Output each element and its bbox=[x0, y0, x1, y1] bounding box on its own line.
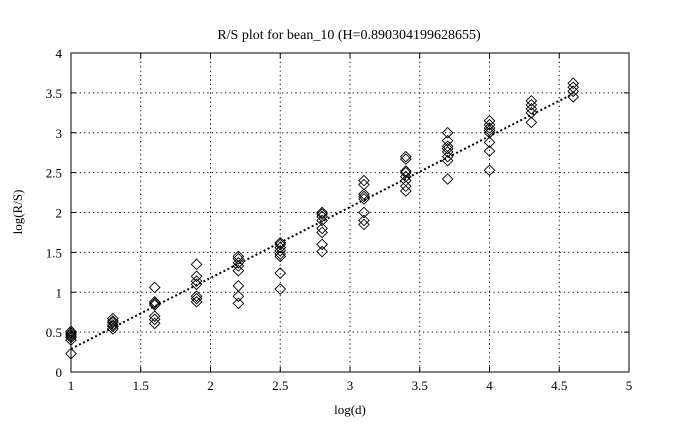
data-point bbox=[148, 281, 161, 294]
x-tick-label: 4 bbox=[486, 378, 493, 393]
data-point bbox=[274, 236, 287, 249]
data-point bbox=[148, 317, 161, 330]
fit-line-path bbox=[70, 92, 574, 350]
data-point bbox=[358, 178, 370, 191]
data-point bbox=[232, 297, 245, 310]
data-point bbox=[483, 145, 496, 157]
y-tick-label: 1 bbox=[56, 285, 63, 300]
chart-title: R/S plot for bean_10 (H=0.89030419962865… bbox=[217, 28, 481, 43]
y-tick-label: 0.5 bbox=[46, 325, 62, 340]
data-point bbox=[316, 238, 328, 251]
data-point bbox=[190, 270, 203, 283]
data-point bbox=[525, 106, 538, 119]
data-point bbox=[441, 126, 454, 139]
x-tick-label: 4.5 bbox=[551, 378, 567, 393]
x-axis-label: log(d) bbox=[334, 402, 366, 417]
x-tick-label: 1 bbox=[68, 378, 75, 393]
data-point bbox=[107, 312, 119, 325]
data-point bbox=[358, 190, 370, 203]
data-point bbox=[65, 325, 77, 338]
data-point bbox=[441, 134, 454, 147]
y-tick-label: 1.5 bbox=[46, 245, 62, 260]
data-point bbox=[399, 165, 412, 177]
data-point bbox=[567, 77, 580, 90]
data-point bbox=[274, 238, 287, 251]
data-point bbox=[483, 124, 496, 137]
data-point bbox=[107, 315, 119, 327]
data-point bbox=[399, 180, 412, 193]
data-point bbox=[441, 173, 454, 185]
data-point bbox=[399, 185, 412, 197]
data-point bbox=[190, 292, 203, 305]
data-point bbox=[441, 142, 454, 155]
grid bbox=[71, 53, 629, 372]
data-point bbox=[65, 347, 77, 360]
data-point bbox=[190, 258, 203, 271]
data-point bbox=[483, 164, 496, 177]
data-point bbox=[358, 193, 370, 205]
y-tick-label: 2 bbox=[56, 206, 63, 221]
x-tick-label: 3.5 bbox=[412, 378, 428, 393]
data-point bbox=[399, 153, 412, 165]
data-point bbox=[274, 250, 287, 263]
data-point bbox=[316, 245, 328, 258]
data-point bbox=[148, 310, 161, 323]
axis-ticks: 1 1.5 2 2.5 3 3.5 4 4.5 5 0 0.5 1 1.5 2 2.5 3 3.5 4 bbox=[46, 46, 633, 393]
data-point bbox=[483, 114, 496, 127]
data-point bbox=[358, 174, 370, 187]
data-point bbox=[358, 188, 370, 200]
data-point bbox=[232, 250, 245, 263]
x-tick-label: 3 bbox=[347, 378, 354, 393]
y-tick-label: 3.5 bbox=[46, 86, 62, 101]
data-point bbox=[358, 214, 370, 227]
data-point bbox=[148, 297, 161, 310]
data-points bbox=[65, 77, 580, 360]
data-point bbox=[483, 126, 496, 139]
x-tick-label: 2 bbox=[207, 378, 214, 393]
x-tick-label: 2.5 bbox=[272, 378, 288, 393]
data-point bbox=[567, 91, 580, 103]
data-point bbox=[148, 313, 161, 326]
x-tick-label: 1.5 bbox=[133, 378, 149, 393]
data-point bbox=[525, 116, 538, 129]
data-point bbox=[316, 206, 328, 219]
data-point bbox=[441, 150, 454, 163]
data-point bbox=[190, 290, 203, 303]
data-point bbox=[483, 136, 496, 149]
data-point bbox=[316, 222, 328, 235]
data-point bbox=[190, 275, 203, 287]
data-point bbox=[232, 256, 245, 269]
data-point bbox=[274, 267, 287, 279]
fit-line bbox=[70, 92, 574, 350]
data-point bbox=[274, 283, 287, 295]
data-point bbox=[232, 264, 245, 277]
y-tick-label: 4 bbox=[56, 46, 63, 61]
data-point bbox=[525, 95, 538, 107]
data-point bbox=[316, 208, 328, 220]
y-tick-label: 0 bbox=[56, 365, 63, 380]
data-point bbox=[232, 252, 245, 265]
data-point bbox=[399, 150, 412, 163]
data-point bbox=[316, 226, 328, 239]
data-point bbox=[525, 99, 538, 111]
y-tick-label: 3 bbox=[56, 126, 63, 141]
data-point bbox=[399, 166, 412, 179]
data-point bbox=[358, 206, 370, 219]
y-axis-label: log(R/S) bbox=[10, 190, 25, 235]
data-point bbox=[232, 290, 245, 303]
y-tick-label: 2.5 bbox=[46, 166, 62, 181]
data-point bbox=[358, 218, 370, 231]
data-point bbox=[65, 327, 77, 339]
x-tick-label: 5 bbox=[626, 378, 633, 393]
data-point bbox=[525, 102, 538, 115]
data-point bbox=[567, 81, 580, 94]
data-point bbox=[148, 295, 161, 308]
plot-frame bbox=[70, 52, 630, 373]
data-point bbox=[232, 280, 245, 292]
data-point bbox=[441, 140, 454, 153]
